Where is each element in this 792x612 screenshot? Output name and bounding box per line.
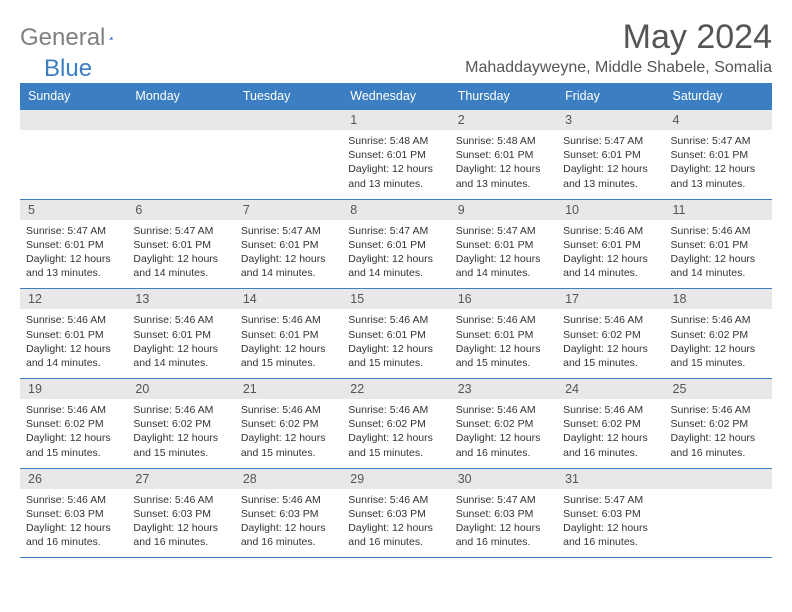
day-details-cell: Sunrise: 5:46 AMSunset: 6:01 PMDaylight:… bbox=[557, 220, 664, 289]
day-number-cell: 25 bbox=[665, 379, 772, 400]
month-title: May 2024 bbox=[465, 18, 772, 57]
day-header: Wednesday bbox=[342, 83, 449, 110]
day-number-cell: 6 bbox=[127, 199, 234, 220]
details-row: Sunrise: 5:48 AMSunset: 6:01 PMDaylight:… bbox=[20, 130, 772, 199]
day-details-cell: Sunrise: 5:47 AMSunset: 6:01 PMDaylight:… bbox=[342, 220, 449, 289]
details-row: Sunrise: 5:47 AMSunset: 6:01 PMDaylight:… bbox=[20, 220, 772, 289]
day-header: Friday bbox=[557, 83, 664, 110]
day-details-cell: Sunrise: 5:47 AMSunset: 6:03 PMDaylight:… bbox=[450, 489, 557, 558]
daynum-row: 567891011 bbox=[20, 199, 772, 220]
details-row: Sunrise: 5:46 AMSunset: 6:03 PMDaylight:… bbox=[20, 489, 772, 558]
daynum-row: 1234 bbox=[20, 110, 772, 131]
header: General May 2024 Mahaddayweyne, Middle S… bbox=[20, 18, 772, 77]
day-number-cell bbox=[127, 110, 234, 131]
day-details-cell: Sunrise: 5:47 AMSunset: 6:01 PMDaylight:… bbox=[235, 220, 342, 289]
logo: General bbox=[20, 24, 133, 52]
day-details-cell: Sunrise: 5:46 AMSunset: 6:02 PMDaylight:… bbox=[557, 309, 664, 378]
day-number-cell: 23 bbox=[450, 379, 557, 400]
day-header: Saturday bbox=[665, 83, 772, 110]
logo-text-blue: Blue bbox=[44, 55, 92, 83]
day-number-cell bbox=[665, 468, 772, 489]
day-number-cell bbox=[235, 110, 342, 131]
day-details-cell bbox=[20, 130, 127, 199]
day-details-cell: Sunrise: 5:46 AMSunset: 6:02 PMDaylight:… bbox=[665, 309, 772, 378]
day-number-cell: 11 bbox=[665, 199, 772, 220]
calendar-table: SundayMondayTuesdayWednesdayThursdayFrid… bbox=[20, 83, 772, 558]
day-header: Sunday bbox=[20, 83, 127, 110]
day-details-cell: Sunrise: 5:46 AMSunset: 6:03 PMDaylight:… bbox=[127, 489, 234, 558]
daynum-row: 262728293031 bbox=[20, 468, 772, 489]
day-number-cell: 10 bbox=[557, 199, 664, 220]
day-details-cell: Sunrise: 5:46 AMSunset: 6:02 PMDaylight:… bbox=[342, 399, 449, 468]
day-number-cell: 18 bbox=[665, 289, 772, 310]
day-number-cell: 29 bbox=[342, 468, 449, 489]
day-number-cell: 1 bbox=[342, 110, 449, 131]
location: Mahaddayweyne, Middle Shabele, Somalia bbox=[465, 59, 772, 77]
day-details-cell: Sunrise: 5:48 AMSunset: 6:01 PMDaylight:… bbox=[450, 130, 557, 199]
day-details-cell: Sunrise: 5:47 AMSunset: 6:03 PMDaylight:… bbox=[557, 489, 664, 558]
day-number-cell: 4 bbox=[665, 110, 772, 131]
day-number-cell: 19 bbox=[20, 379, 127, 400]
day-details-cell: Sunrise: 5:46 AMSunset: 6:02 PMDaylight:… bbox=[20, 399, 127, 468]
day-details-cell: Sunrise: 5:47 AMSunset: 6:01 PMDaylight:… bbox=[127, 220, 234, 289]
day-number-cell: 5 bbox=[20, 199, 127, 220]
day-details-cell: Sunrise: 5:46 AMSunset: 6:02 PMDaylight:… bbox=[665, 399, 772, 468]
day-details-cell: Sunrise: 5:46 AMSunset: 6:02 PMDaylight:… bbox=[450, 399, 557, 468]
details-row: Sunrise: 5:46 AMSunset: 6:02 PMDaylight:… bbox=[20, 399, 772, 468]
day-number-cell: 30 bbox=[450, 468, 557, 489]
day-header: Monday bbox=[127, 83, 234, 110]
details-row: Sunrise: 5:46 AMSunset: 6:01 PMDaylight:… bbox=[20, 309, 772, 378]
day-number-cell: 22 bbox=[342, 379, 449, 400]
day-number-cell: 14 bbox=[235, 289, 342, 310]
day-details-cell: Sunrise: 5:46 AMSunset: 6:02 PMDaylight:… bbox=[235, 399, 342, 468]
day-details-cell: Sunrise: 5:46 AMSunset: 6:01 PMDaylight:… bbox=[235, 309, 342, 378]
day-number-cell: 7 bbox=[235, 199, 342, 220]
logo-sail-icon bbox=[109, 29, 113, 47]
day-number-cell: 21 bbox=[235, 379, 342, 400]
day-number-cell: 20 bbox=[127, 379, 234, 400]
title-block: May 2024 Mahaddayweyne, Middle Shabele, … bbox=[465, 18, 772, 77]
daynum-row: 12131415161718 bbox=[20, 289, 772, 310]
day-details-cell: Sunrise: 5:46 AMSunset: 6:01 PMDaylight:… bbox=[342, 309, 449, 378]
day-number-cell: 9 bbox=[450, 199, 557, 220]
day-number-cell: 31 bbox=[557, 468, 664, 489]
logo-text-general: General bbox=[20, 24, 105, 52]
day-number-cell: 27 bbox=[127, 468, 234, 489]
day-details-cell: Sunrise: 5:46 AMSunset: 6:01 PMDaylight:… bbox=[450, 309, 557, 378]
day-number-cell: 28 bbox=[235, 468, 342, 489]
day-number-cell: 24 bbox=[557, 379, 664, 400]
day-number-cell: 13 bbox=[127, 289, 234, 310]
day-details-cell: Sunrise: 5:47 AMSunset: 6:01 PMDaylight:… bbox=[557, 130, 664, 199]
day-header: Tuesday bbox=[235, 83, 342, 110]
day-details-cell bbox=[127, 130, 234, 199]
day-details-cell: Sunrise: 5:47 AMSunset: 6:01 PMDaylight:… bbox=[20, 220, 127, 289]
day-number-cell: 2 bbox=[450, 110, 557, 131]
day-number-cell bbox=[20, 110, 127, 131]
day-details-cell bbox=[665, 489, 772, 558]
day-details-cell: Sunrise: 5:48 AMSunset: 6:01 PMDaylight:… bbox=[342, 130, 449, 199]
day-header: Thursday bbox=[450, 83, 557, 110]
day-number-cell: 15 bbox=[342, 289, 449, 310]
day-number-cell: 3 bbox=[557, 110, 664, 131]
day-number-cell: 16 bbox=[450, 289, 557, 310]
day-details-cell: Sunrise: 5:46 AMSunset: 6:01 PMDaylight:… bbox=[127, 309, 234, 378]
day-details-cell: Sunrise: 5:46 AMSunset: 6:01 PMDaylight:… bbox=[665, 220, 772, 289]
day-details-cell: Sunrise: 5:47 AMSunset: 6:01 PMDaylight:… bbox=[450, 220, 557, 289]
day-details-cell: Sunrise: 5:46 AMSunset: 6:01 PMDaylight:… bbox=[20, 309, 127, 378]
day-details-cell: Sunrise: 5:46 AMSunset: 6:02 PMDaylight:… bbox=[127, 399, 234, 468]
day-details-cell: Sunrise: 5:46 AMSunset: 6:03 PMDaylight:… bbox=[235, 489, 342, 558]
day-number-cell: 26 bbox=[20, 468, 127, 489]
day-details-cell: Sunrise: 5:46 AMSunset: 6:03 PMDaylight:… bbox=[342, 489, 449, 558]
day-details-cell: Sunrise: 5:47 AMSunset: 6:01 PMDaylight:… bbox=[665, 130, 772, 199]
calendar-header-row: SundayMondayTuesdayWednesdayThursdayFrid… bbox=[20, 83, 772, 110]
day-details-cell bbox=[235, 130, 342, 199]
day-details-cell: Sunrise: 5:46 AMSunset: 6:03 PMDaylight:… bbox=[20, 489, 127, 558]
day-details-cell: Sunrise: 5:46 AMSunset: 6:02 PMDaylight:… bbox=[557, 399, 664, 468]
day-number-cell: 17 bbox=[557, 289, 664, 310]
daynum-row: 19202122232425 bbox=[20, 379, 772, 400]
day-number-cell: 12 bbox=[20, 289, 127, 310]
day-number-cell: 8 bbox=[342, 199, 449, 220]
